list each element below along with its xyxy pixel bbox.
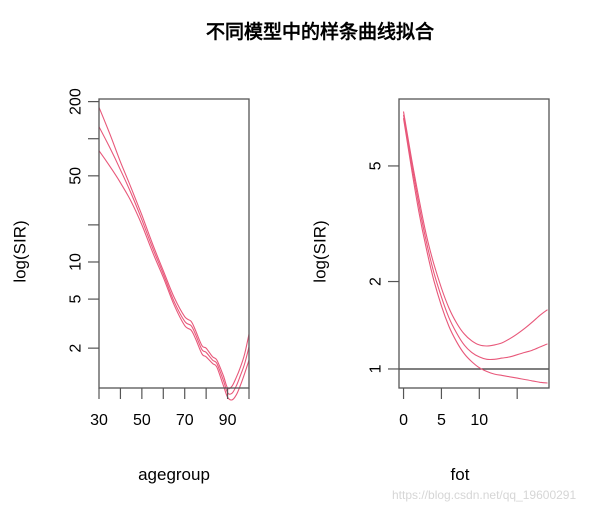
- y-tick-label: 5: [368, 161, 385, 170]
- curve-upper: [98, 107, 250, 390]
- y-tick-label: 5: [68, 295, 85, 304]
- chart-title: 不同模型中的样条曲线拟合: [205, 21, 434, 43]
- y-axis-title: log(SIR): [11, 220, 30, 282]
- curve-fit: [402, 114, 548, 361]
- panel-agegroup: 200 50 10 5 2 30 50 70 90 agegroup log(SIR): [11, 88, 250, 484]
- x-tick-label: 10: [470, 412, 488, 429]
- curve-lower: [98, 150, 250, 401]
- y-tick-label: 10: [68, 253, 85, 271]
- y-tick-label: 200: [68, 88, 85, 115]
- x-tick-label: 0: [399, 412, 408, 429]
- y-tick-label: 50: [68, 167, 85, 185]
- x-tick-label: 30: [90, 412, 108, 429]
- curve-lower: [402, 118, 548, 384]
- plot-frame: [98, 98, 250, 389]
- curve-upper: [402, 111, 548, 347]
- x-tick-label: 5: [437, 412, 446, 429]
- x-axis-title: fot: [451, 465, 470, 484]
- y-tick-label: 2: [368, 277, 385, 286]
- plot-frame: [398, 98, 550, 389]
- x-tick-label: 50: [133, 412, 151, 429]
- x-tick-label: 90: [219, 412, 237, 429]
- curve-fit: [98, 126, 250, 395]
- x-axis-title: agegroup: [138, 465, 210, 484]
- y-axis-title: log(SIR): [311, 220, 330, 282]
- watermark: https://blog.csdn.net/qq_19600291: [392, 488, 577, 502]
- x-tick-label: 70: [176, 412, 194, 429]
- y-tick-label: 1: [368, 364, 385, 373]
- y-tick-label: 2: [68, 344, 85, 353]
